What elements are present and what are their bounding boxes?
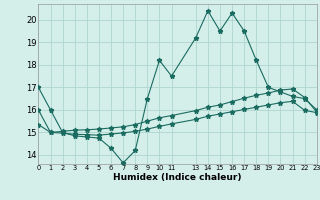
X-axis label: Humidex (Indice chaleur): Humidex (Indice chaleur) xyxy=(113,173,242,182)
